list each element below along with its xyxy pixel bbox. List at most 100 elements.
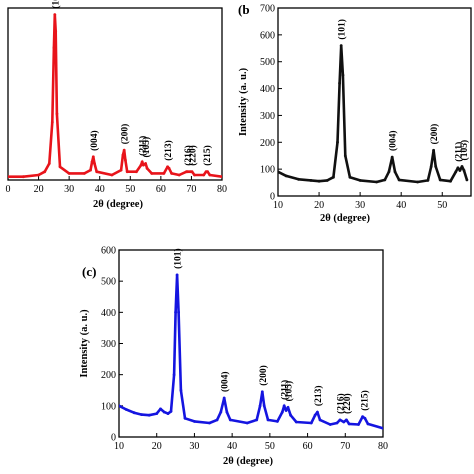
series-line-texture [278,45,468,183]
peak-label: (220) [342,393,353,414]
data-point [174,310,178,314]
peak-label: (101) [337,19,348,40]
data-point [286,406,290,409]
data-point [169,410,173,413]
data-point [358,179,362,182]
data-point [121,153,125,157]
x-tick-label: 80 [378,441,388,452]
data-point [8,175,10,179]
x-tick-label: 30 [189,441,199,452]
data-point [193,173,196,177]
data-point [458,169,462,172]
peak-label: (004) [89,130,100,151]
data-point [345,418,348,422]
panel-label: (b [238,2,250,17]
series-group [278,44,469,184]
x-tick-label: 70 [186,184,196,195]
data-point [338,81,341,85]
data-point [255,418,259,422]
data-point [179,388,183,392]
data-point [332,175,335,179]
data-point [335,421,339,425]
data-point [383,178,387,182]
data-point [125,408,128,411]
data-point [162,172,166,175]
data-point [343,154,347,158]
y-tick-label: 0 [111,433,116,444]
x-tick-label: 0 [6,184,11,195]
data-point [456,166,460,170]
data-point [52,46,56,50]
data-point [142,163,145,167]
data-point [426,179,430,182]
data-point [54,29,58,33]
data-point [140,413,144,416]
data-point [172,373,176,377]
data-point [147,413,151,417]
x-tick-label: 40 [95,184,105,195]
series-line-texture [8,14,222,178]
y-tick-label: 200 [260,138,275,149]
y-tick-label: 700 [260,4,275,15]
data-point [67,172,71,175]
peak-label: (105) [459,140,470,161]
data-point [266,418,270,422]
data-point [393,170,397,174]
series-group [119,273,383,430]
data-point [215,418,219,422]
peak-label: (004) [388,130,399,151]
y-tick-label: 200 [101,370,116,381]
data-point [294,420,298,424]
data-point [348,175,352,179]
peak-label: (105) [141,137,152,158]
peak-label: (216) [183,145,194,166]
data-point [297,177,300,181]
y-tick-label: 100 [260,165,275,176]
data-point [162,410,166,414]
data-point [416,180,419,184]
peak-label: (215) [202,145,213,166]
data-point [190,170,194,174]
data-point [95,170,99,174]
peak-label: (211) [453,142,464,162]
data-point [132,411,136,415]
data-point [284,409,288,412]
y-tick-label: 400 [101,308,116,319]
peak-label: (101) [173,248,184,269]
data-point [90,160,94,164]
data-point [144,162,148,165]
data-point [309,421,313,425]
data-point [58,165,62,169]
x-axis-label: 2θ (degree) [320,213,370,224]
y-tick-label: 300 [101,339,116,350]
peak-label: (105) [283,381,294,402]
peak-label: (200) [429,124,440,145]
x-tick-label: 10 [114,441,124,452]
data-point [338,418,342,422]
data-point [37,173,40,177]
data-point [361,415,364,419]
data-point [397,178,401,182]
data-point [219,410,223,414]
data-point [208,173,212,177]
data-point [186,170,190,174]
x-tick-label: 40 [396,200,406,211]
peak-label: (213) [163,140,174,161]
x-tick-label: 40 [227,441,237,452]
data-point [328,423,332,426]
data-point [465,178,469,182]
data-point [258,404,262,408]
data-point [390,155,394,159]
data-point [53,13,57,16]
data-point [336,140,339,144]
data-point [159,407,162,411]
data-point [449,179,452,183]
peak-label: (200) [258,365,269,386]
x-tick-label: 50 [125,184,135,195]
panel-label: (c) [82,264,96,279]
data-point [282,404,286,408]
x-tick-label: 70 [340,441,350,452]
data-point [225,410,229,414]
data-point [55,112,59,116]
data-point [460,165,464,168]
